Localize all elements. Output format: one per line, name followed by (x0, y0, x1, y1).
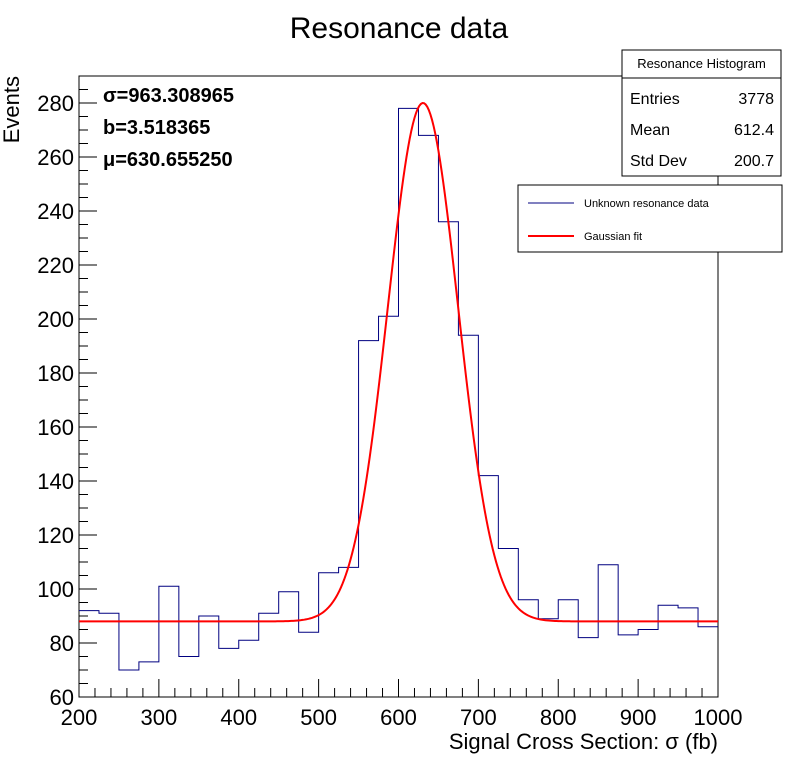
y-axis-label: Events (0, 76, 24, 143)
y-tick-label: 240 (37, 199, 74, 224)
y-tick-label: 160 (37, 415, 74, 440)
legend: Unknown resonance data Gaussian fit (517, 184, 783, 253)
stats-mean-value: 612.4 (734, 122, 774, 139)
x-axis-label: Signal Cross Section: σ (fb) (449, 729, 718, 754)
legend-frame (517, 184, 783, 253)
gaussian-fit-curve (79, 102, 718, 623)
x-tick-label: 300 (141, 705, 178, 730)
y-tick-label: 280 (37, 91, 74, 116)
legend-histogram-label: Unknown resonance data (584, 198, 710, 210)
x-tick-labels: 200 300 400 500 600 700 800 900 1000 (61, 705, 743, 730)
y-tick-label: 220 (37, 253, 74, 278)
legend-fit-label: Gaussian fit (584, 231, 642, 243)
chart-title: Resonance data (290, 12, 509, 45)
fit-param-b: b=3.518365 (103, 117, 210, 139)
stats-box-title: Resonance Histogram (637, 56, 766, 71)
x-tick-label: 400 (220, 705, 257, 730)
x-tick-label: 900 (620, 705, 657, 730)
stats-stddev-value: 200.7 (734, 153, 774, 170)
y-tick-label: 60 (50, 685, 74, 710)
y-tick-label: 200 (37, 307, 74, 332)
fit-param-mu: μ=630.655250 (103, 149, 233, 171)
y-tick-label: 140 (37, 469, 74, 494)
y-tick-label: 100 (37, 577, 74, 602)
ticks-layer (78, 75, 719, 698)
stats-box: Resonance Histogram Entries 3778 Mean 61… (621, 49, 782, 177)
y-tick-label: 180 (37, 361, 74, 386)
y-tick-label: 260 (37, 145, 74, 170)
x-tick-label: 600 (380, 705, 417, 730)
stats-entries-label: Entries (630, 91, 680, 108)
stats-box-frame (621, 49, 782, 177)
stats-entries-value: 3778 (738, 91, 774, 108)
y-tick-label: 120 (37, 523, 74, 548)
y-tick-label: 80 (50, 631, 74, 656)
stats-mean-label: Mean (630, 122, 670, 139)
stats-stddev-label: Std Dev (630, 153, 687, 170)
fit-param-sigma: σ=963.308965 (103, 85, 234, 107)
x-tick-label: 700 (460, 705, 497, 730)
x-tick-label: 500 (300, 705, 337, 730)
x-tick-label: 200 (61, 705, 98, 730)
x-tick-label: 800 (540, 705, 577, 730)
x-tick-label: 1000 (694, 705, 743, 730)
y-tick-labels: 60 80 100 120 140 160 180 200 220 240 260 280 (37, 91, 74, 710)
